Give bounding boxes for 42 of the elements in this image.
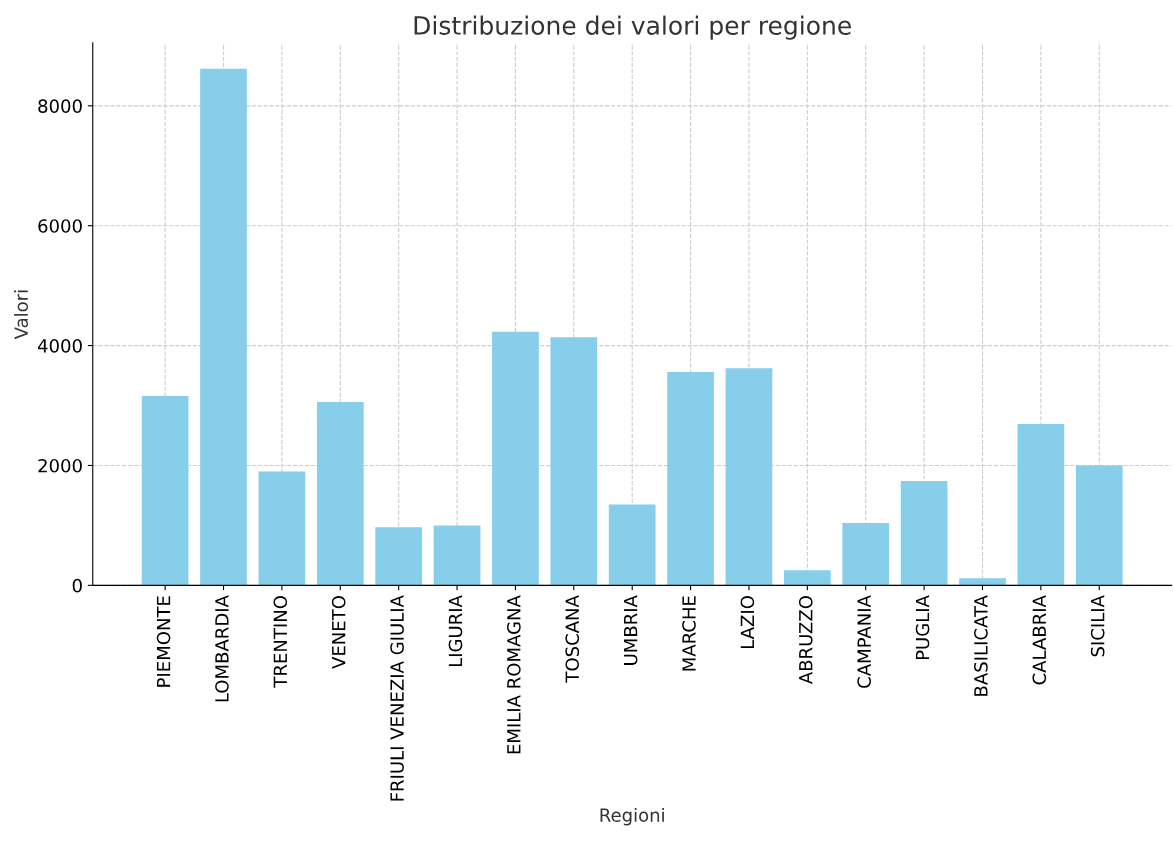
bar bbox=[608, 504, 656, 586]
bar bbox=[433, 525, 481, 586]
bar bbox=[492, 331, 539, 586]
x-tick-label: LIGURIA bbox=[448, 595, 463, 667]
bar bbox=[550, 337, 598, 586]
bar bbox=[725, 368, 773, 586]
x-tick-label: LAZIO bbox=[740, 596, 755, 649]
x-tick-label: ABRUZZO bbox=[798, 596, 813, 685]
bar bbox=[842, 523, 890, 586]
x-tick-label: MARCHE bbox=[682, 596, 696, 671]
chart-title: Distribuzione dei valori per regione bbox=[414, 15, 851, 40]
y-axis-title: Valori bbox=[14, 290, 29, 340]
x-tick-label: BASILICATA bbox=[974, 595, 988, 696]
bar bbox=[1017, 424, 1065, 586]
bar bbox=[258, 471, 306, 586]
bar bbox=[783, 570, 831, 586]
x-tick-label: SICILIA bbox=[1090, 595, 1105, 657]
y-tick-label: 0 bbox=[72, 578, 82, 593]
bar bbox=[375, 527, 423, 586]
bar bbox=[959, 578, 1006, 586]
x-tick-label: UMBRIA bbox=[624, 595, 638, 665]
x-tick-label: LOMBARDIA bbox=[215, 595, 229, 702]
x-tick-label: PUGLIA bbox=[915, 595, 930, 660]
x-axis-title: Regioni bbox=[600, 807, 664, 826]
y-tick-label: 4000 bbox=[37, 339, 82, 353]
y-tick-label: 6000 bbox=[38, 219, 82, 233]
bar bbox=[1075, 465, 1123, 586]
x-tick-label: CAMPANIA bbox=[857, 595, 871, 688]
x-tick-label: CALABRIA bbox=[1032, 595, 1047, 685]
x-tick-label: TOSCANA bbox=[565, 595, 580, 683]
bar bbox=[141, 395, 189, 586]
x-tick-label: PIEMONTE bbox=[156, 596, 171, 687]
bar bbox=[316, 401, 364, 586]
y-tick-label: 2000 bbox=[38, 458, 82, 473]
y-tick-label: 8000 bbox=[38, 99, 82, 113]
bar bbox=[900, 481, 948, 586]
x-tick-label: TRENTINO bbox=[273, 596, 288, 688]
bar bbox=[200, 68, 247, 586]
x-tick-label: FRIULI VENEZIA GIULIA bbox=[390, 595, 404, 801]
bar bbox=[667, 371, 714, 586]
x-tick-label: VENETO bbox=[331, 596, 346, 669]
x-tick-label: EMILIA ROMAGNA bbox=[507, 595, 521, 754]
